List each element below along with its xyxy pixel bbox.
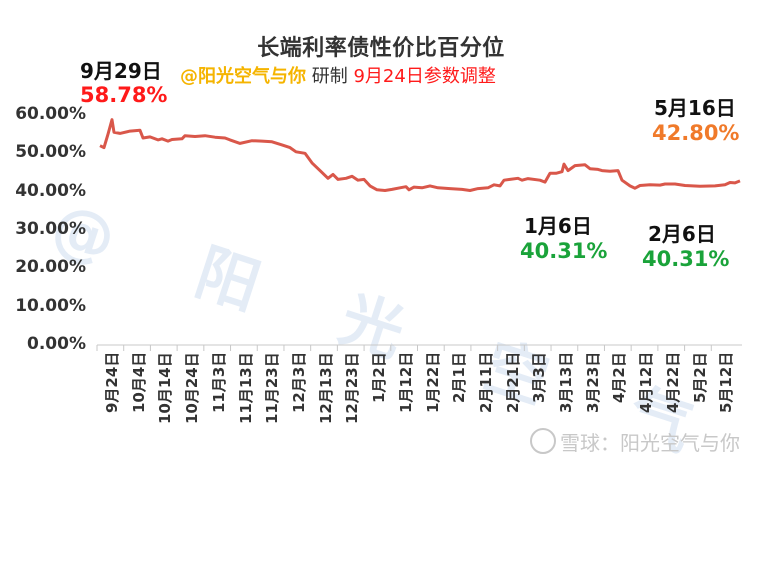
y-tick-label: 50.00% — [15, 142, 86, 163]
x-tick-label: 2月1日 — [450, 352, 469, 403]
author-handle: @阳光空气与你 — [180, 66, 306, 87]
x-tick-label: 4月2日 — [610, 352, 629, 403]
x-tick-label: 1月2日 — [370, 352, 389, 403]
y-tick-label: 20.00% — [15, 257, 86, 278]
annotation-date: 1月6日 — [524, 214, 592, 238]
x-tick-label: 12月23日 — [343, 352, 362, 424]
annotation-feb6: 2月6日 40.31% — [642, 218, 729, 271]
x-tick-label: 5月12日 — [717, 351, 736, 413]
chart-subtitle: @阳光空气与你 研制 9月24日参数调整 — [180, 62, 496, 88]
x-tick-label: 1月12日 — [396, 351, 415, 413]
x-tick-label: 3月23日 — [583, 351, 602, 413]
parameter-note: 9月24日参数调整 — [353, 66, 496, 87]
annotation-date: 5月16日 — [654, 96, 736, 120]
source-watermark: 雪球：阳光空气与你 — [530, 427, 740, 456]
y-tick-label: 40.00% — [15, 180, 86, 201]
annotation-date: 2月6日 — [648, 222, 716, 246]
y-tick-label: 0.00% — [27, 334, 86, 354]
author-maker-label: 研制 — [311, 66, 348, 87]
x-tick-label: 12月3日 — [289, 351, 308, 413]
annotation-peak: 9月29日 58.78% — [80, 55, 170, 107]
annotation-value: 40.31% — [642, 247, 730, 271]
x-tick-label: 1月22日 — [423, 351, 442, 413]
annotation-value: 58.78% — [80, 83, 168, 107]
x-tick-label: 9月24日 — [103, 351, 121, 413]
x-tick-label: 12月13日 — [316, 352, 335, 424]
annotation-may16: 5月16日 42.80% — [652, 92, 739, 145]
x-tick-label: 11月3日 — [209, 351, 228, 413]
x-tick-label: 2月21日 — [503, 351, 522, 413]
series-line — [99, 118, 741, 192]
annotation-value: 42.80% — [652, 121, 740, 145]
annotation-jan6: 1月6日 40.31% — [520, 210, 607, 263]
x-tick-label: 4月12日 — [637, 351, 656, 413]
y-tick-label: 10.00% — [15, 295, 86, 316]
y-tick-label: 60.00% — [15, 104, 86, 124]
x-tick-label: 4月22日 — [663, 351, 682, 413]
annotation-date: 9月29日 — [80, 59, 162, 83]
x-tick-label: 2月11日 — [476, 351, 495, 413]
snowball-logo-icon — [530, 428, 556, 454]
annotation-value: 40.31% — [520, 239, 608, 263]
x-tick-label: 11月13日 — [236, 352, 255, 424]
x-tick-label: 11月23日 — [263, 352, 282, 424]
x-tick-label: 10月4日 — [129, 351, 148, 413]
line-chart-plot — [96, 118, 742, 351]
x-tick-label: 10月24日 — [183, 352, 202, 424]
x-tick-label: 10月14日 — [156, 352, 175, 424]
x-tick-label: 5月2日 — [690, 352, 709, 403]
y-tick-label: 30.00% — [15, 219, 86, 239]
x-tick-label: 3月3日 — [530, 352, 549, 403]
x-tick-label: 3月13日 — [557, 351, 576, 413]
chart-title: 长端利率债性价比百分位 — [257, 36, 505, 61]
source-text: 雪球：阳光空气与你 — [560, 431, 740, 455]
